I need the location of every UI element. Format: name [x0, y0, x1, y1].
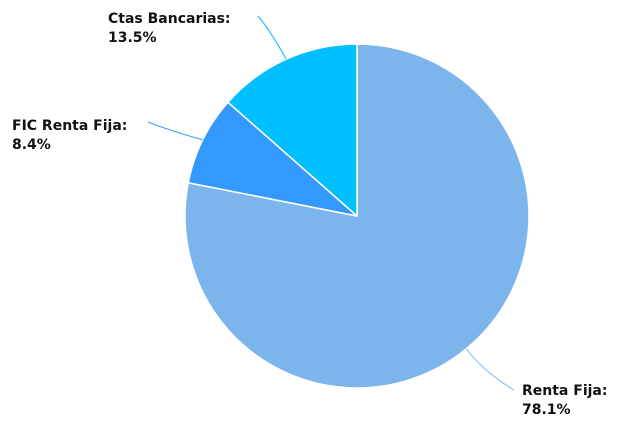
pie-slices [184, 43, 530, 389]
label-value-ctas-bancarias: 13.5% [108, 30, 157, 46]
connector-ctas-bancarias [257, 15, 287, 60]
label-name-fic-renta-fija: FIC Renta Fija: [12, 118, 127, 134]
pie-labels: Renta Fija: 78.1% FIC Renta Fija: 8.4% Ctas … [12, 11, 607, 418]
label-value-renta-fija: 78.1% [522, 402, 571, 418]
label-name-ctas-bancarias: Ctas Bancarias: [108, 11, 231, 27]
label-name-renta-fija: Renta Fija: [522, 383, 607, 399]
label-value-fic-renta-fija: 8.4% [12, 137, 51, 153]
connector-renta-fija [465, 348, 515, 391]
pie-slice-fic-renta-fija[interactable] [187, 101, 358, 217]
connector-fic-renta-fija [147, 121, 203, 141]
